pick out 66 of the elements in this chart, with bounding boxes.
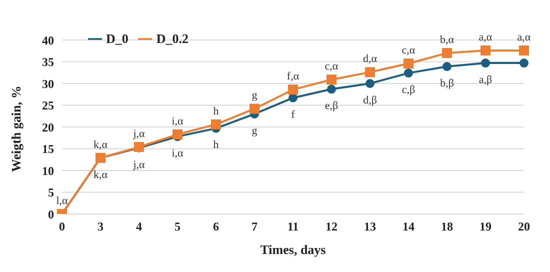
annotation: d,β [363,94,378,106]
annotation: j,α [132,158,146,171]
y-tick-label: 25 [42,98,54,113]
x-tick-label: 0 [59,220,65,234]
point [365,67,375,78]
point [480,45,490,56]
x-tick-label: 5 [174,220,180,234]
y-tick-label: 20 [42,120,54,134]
y-tick-label: 10 [42,164,54,178]
annotation: i,α [172,147,184,160]
x-tick-label: 12 [326,220,338,234]
x-tick-label: 18 [441,220,453,234]
y-tick-label: 35 [42,55,54,70]
point [519,45,529,56]
annotation: b,β [440,77,454,90]
annotation: i,α [172,115,184,128]
annotation: l,α [56,194,68,207]
legend-label: D_0 [106,31,128,46]
annotation: c,α [402,44,416,56]
point [520,58,528,68]
annotation: j,α [132,128,146,140]
point [404,58,414,68]
annotation: a,α [478,31,492,44]
annotation: g [252,124,258,137]
point [404,68,413,78]
point [442,48,452,58]
y-tick-label: 30 [42,76,54,91]
x-tick-label: 4 [136,220,142,234]
annotation: e,β [324,100,339,112]
annotation: k,α [93,168,108,181]
point [327,84,336,94]
point [211,119,221,130]
point [326,74,336,85]
x-tick-label: 13 [364,220,376,234]
annotation: a,α [517,31,531,44]
x-tick-label: 20 [518,220,530,234]
point [250,104,260,114]
point [481,58,490,68]
annotation: h [213,105,220,118]
x-tick-label: 19 [480,220,492,234]
annotation: b,α [440,34,454,46]
annotation: g [252,90,258,102]
y-tick-label: 0 [48,207,54,222]
legend-label: D_0.2 [156,31,189,46]
annotation: d,α [362,53,378,66]
annotation: f,α [286,70,300,82]
annotation: f [291,108,296,121]
point [442,62,452,72]
y-axis-title: Weigth gain, % [8,86,24,172]
point [288,84,298,95]
y-tick-label: 15 [42,142,54,156]
annotation: c,α [324,60,338,72]
annotation: k,α [93,138,108,151]
point [366,79,374,88]
x-tick-label: 14 [402,220,414,234]
point [172,129,182,140]
x-tick-label: 11 [287,220,299,234]
x-tick-label: 6 [213,220,219,234]
annotation: a,β [478,74,493,86]
x-tick-label: 3 [98,220,104,234]
x-tick-label: 7 [252,220,258,234]
x-axis-title: Times, days [260,242,326,257]
y-tick-label: 5 [48,186,54,200]
y-tick-label: 40 [42,33,54,48]
annotation: h [213,139,220,152]
annotation: c,β [402,84,416,96]
